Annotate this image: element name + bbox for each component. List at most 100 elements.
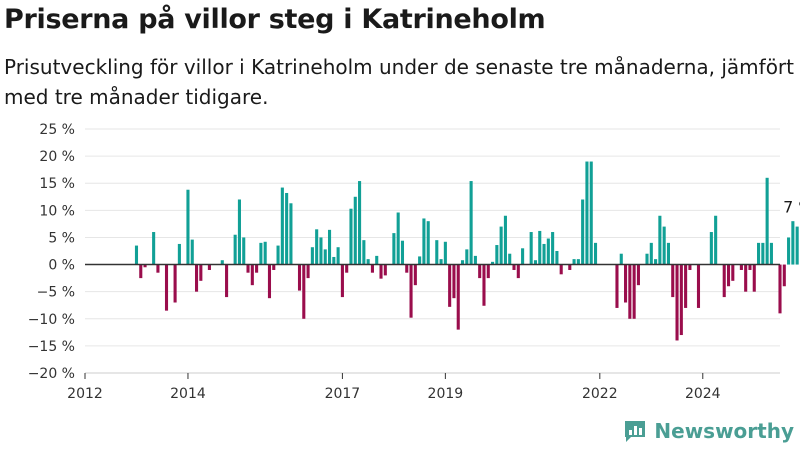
bar [555, 251, 559, 265]
bar [177, 243, 181, 265]
bar [306, 264, 310, 279]
bar [456, 264, 460, 330]
bar [744, 264, 748, 292]
bar [366, 259, 370, 265]
bar [375, 255, 379, 265]
bar [383, 264, 387, 276]
bar [285, 192, 289, 265]
y-tick-label: 10 % [39, 203, 75, 219]
bar [250, 264, 254, 286]
bar [139, 264, 143, 279]
bar [649, 242, 653, 265]
bar [662, 226, 666, 265]
bar [478, 264, 482, 279]
bar [521, 248, 525, 265]
bar [418, 256, 422, 265]
bar [289, 203, 293, 265]
x-tick-label: 2022 [582, 386, 618, 402]
bar [696, 264, 701, 308]
bar [267, 264, 272, 299]
bar [405, 264, 409, 273]
y-tick-label: 15 % [39, 176, 75, 192]
bar [448, 264, 452, 307]
bar [795, 226, 799, 265]
bar [512, 264, 516, 270]
bar [336, 247, 340, 265]
bar [739, 264, 743, 270]
bar [246, 264, 250, 273]
chart-title: Priserna på villor steg i Katrineholm [4, 4, 546, 35]
bar [542, 243, 546, 265]
chart-subtitle: Prisutveckling för villor i Katrineholm … [4, 55, 794, 109]
bar [439, 259, 443, 265]
bar [156, 264, 160, 273]
bar [482, 264, 486, 306]
bar [679, 264, 683, 336]
bar [358, 181, 362, 265]
bar [675, 264, 679, 341]
bar [684, 264, 688, 308]
bar [559, 264, 563, 275]
bar [722, 264, 726, 298]
y-axis-ticks: 25 % 20 % 15 % 10 % 5 % 0 % −5 % −10 % −15 % −20 … [28, 122, 75, 382]
bar [473, 255, 477, 265]
bar [143, 264, 147, 268]
bar [576, 259, 580, 265]
bar [538, 230, 542, 265]
bar [508, 253, 512, 265]
bar [435, 240, 439, 265]
bar [546, 238, 550, 265]
brand-logo: Newsworthy [622, 418, 794, 444]
bar [349, 208, 353, 265]
bar [499, 226, 503, 265]
bar [413, 264, 417, 286]
bar [242, 237, 246, 265]
bar [469, 181, 473, 265]
bar [748, 264, 752, 270]
bar [323, 249, 327, 265]
bar [272, 264, 276, 270]
bar [752, 264, 756, 292]
bar [443, 241, 447, 265]
bar [400, 240, 405, 265]
bar [585, 161, 589, 265]
bar [495, 245, 499, 265]
bar [529, 232, 533, 265]
y-tick-label: 5 % [48, 230, 75, 246]
bar [757, 242, 761, 265]
bar [370, 264, 374, 273]
bar [259, 242, 263, 265]
last-value-label: 7 % [783, 198, 800, 217]
y-tick-label: 20 % [39, 149, 75, 165]
x-tick-label: 2017 [325, 386, 361, 402]
bar [379, 264, 383, 279]
bar [194, 264, 199, 292]
bar [632, 264, 636, 319]
bar [409, 264, 413, 318]
bar [152, 232, 156, 265]
bar [233, 234, 237, 265]
bar [645, 253, 649, 265]
bar [302, 264, 306, 319]
bar [761, 242, 765, 265]
bar [276, 245, 280, 265]
bar [636, 264, 640, 286]
bar [319, 237, 323, 265]
x-tick-label: 2019 [428, 386, 464, 402]
bar [460, 260, 465, 265]
bar [782, 264, 786, 287]
bar [173, 264, 177, 303]
bar [589, 161, 593, 265]
bar [164, 264, 169, 311]
bar [654, 259, 658, 265]
bar [310, 247, 314, 265]
bar [731, 264, 735, 281]
x-tick-label: 2024 [685, 386, 721, 402]
bar [422, 218, 426, 265]
bar [340, 264, 344, 298]
bar [465, 249, 469, 265]
bar [345, 264, 349, 273]
bar [503, 215, 507, 265]
bar [327, 229, 332, 265]
